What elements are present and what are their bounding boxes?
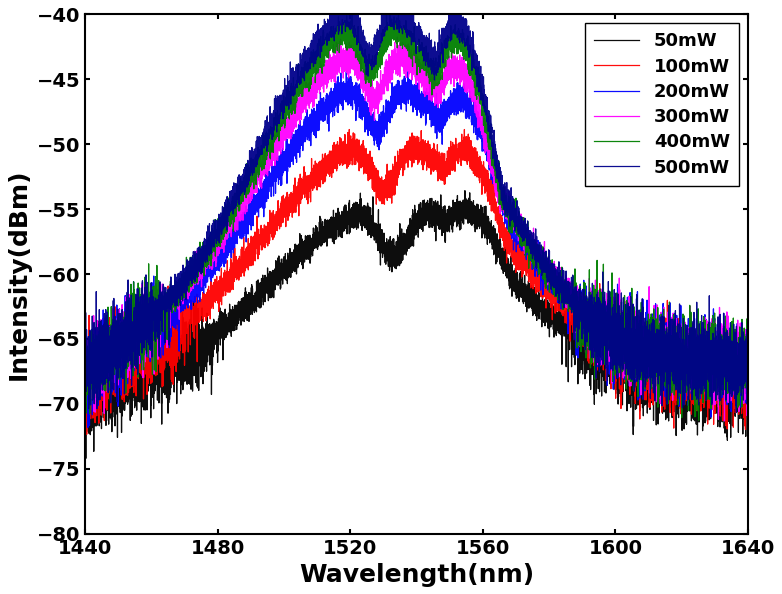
100mW xyxy=(113,366,123,374)
400mW xyxy=(608,334,617,341)
300mW xyxy=(81,379,90,386)
100mW xyxy=(82,431,91,438)
100mW xyxy=(345,126,354,133)
Line: 400mW: 400mW xyxy=(85,11,748,420)
Line: 50mW: 50mW xyxy=(85,191,748,459)
400mW xyxy=(472,79,482,86)
200mW xyxy=(81,381,90,388)
400mW xyxy=(81,366,90,373)
200mW xyxy=(321,109,330,116)
400mW xyxy=(743,386,752,393)
50mW xyxy=(113,395,123,402)
500mW xyxy=(81,356,90,364)
50mW xyxy=(81,455,91,462)
200mW xyxy=(501,214,511,222)
400mW xyxy=(694,416,703,424)
100mW xyxy=(81,396,90,403)
500mW xyxy=(113,365,123,372)
400mW xyxy=(572,307,581,314)
500mW xyxy=(321,32,330,39)
Legend: 50mW, 100mW, 200mW, 300mW, 400mW, 500mW: 50mW, 100mW, 200mW, 300mW, 400mW, 500mW xyxy=(585,24,739,186)
400mW xyxy=(382,8,391,15)
300mW xyxy=(501,199,511,206)
200mW xyxy=(473,118,482,125)
100mW xyxy=(608,345,617,352)
200mW xyxy=(608,327,617,334)
300mW xyxy=(393,33,402,40)
50mW xyxy=(473,217,482,224)
Line: 500mW: 500mW xyxy=(85,0,748,413)
50mW xyxy=(743,396,752,403)
50mW xyxy=(572,322,581,329)
50mW xyxy=(461,187,470,194)
50mW xyxy=(501,264,511,271)
500mW xyxy=(743,353,752,360)
300mW xyxy=(321,79,330,86)
500mW xyxy=(608,347,617,354)
Line: 200mW: 200mW xyxy=(85,71,748,428)
500mW xyxy=(501,206,511,213)
200mW xyxy=(572,333,581,340)
300mW xyxy=(743,343,752,350)
100mW xyxy=(501,237,511,244)
500mW xyxy=(472,56,482,64)
200mW xyxy=(83,424,92,431)
200mW xyxy=(743,397,752,405)
400mW xyxy=(501,197,511,204)
Line: 300mW: 300mW xyxy=(85,37,748,421)
300mW xyxy=(608,315,617,322)
500mW xyxy=(732,409,741,416)
300mW xyxy=(472,101,482,108)
500mW xyxy=(572,320,581,327)
400mW xyxy=(113,336,123,343)
100mW xyxy=(321,166,330,173)
200mW xyxy=(113,364,123,371)
300mW xyxy=(719,418,729,425)
300mW xyxy=(572,301,581,308)
50mW xyxy=(608,371,617,378)
400mW xyxy=(321,40,330,47)
Y-axis label: Intensity(dBm): Intensity(dBm) xyxy=(7,168,31,380)
200mW xyxy=(404,68,413,75)
50mW xyxy=(81,387,90,394)
50mW xyxy=(321,226,330,233)
100mW xyxy=(572,305,581,312)
Line: 100mW: 100mW xyxy=(85,129,748,434)
100mW xyxy=(743,330,752,337)
X-axis label: Wavelength(nm): Wavelength(nm) xyxy=(299,563,534,587)
100mW xyxy=(473,156,482,163)
300mW xyxy=(113,324,123,331)
